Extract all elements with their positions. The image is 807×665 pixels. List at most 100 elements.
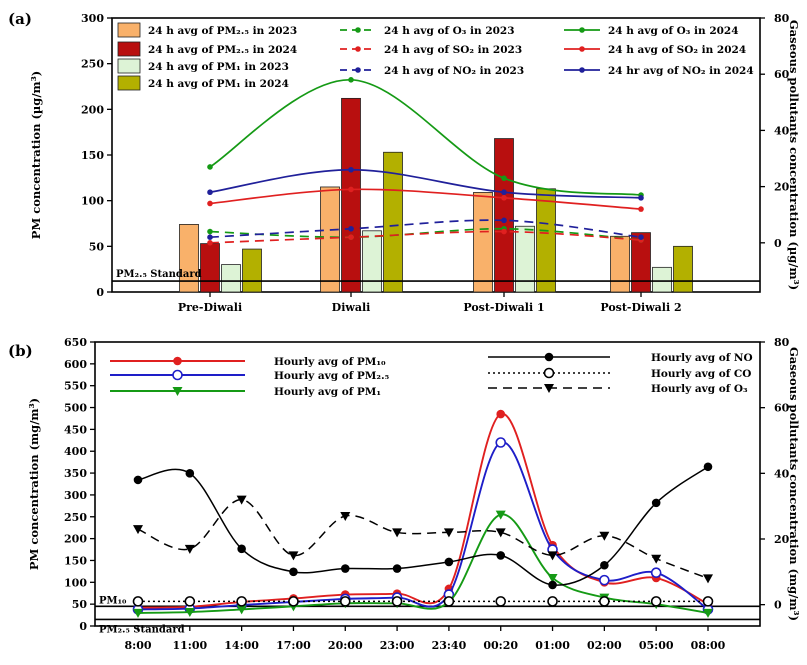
- series-point: [133, 475, 143, 485]
- legend-swatch: [117, 41, 141, 57]
- x-tick-label-b: 23:40: [432, 639, 467, 652]
- x-tick-label-a: Diwali: [332, 301, 371, 314]
- series-line: [209, 227, 642, 241]
- series-point: [651, 498, 661, 508]
- panel-label-b: (b): [8, 342, 33, 360]
- series-point: [548, 580, 557, 590]
- series-point: [495, 437, 507, 448]
- series-point: [547, 573, 558, 583]
- series-point: [348, 166, 354, 173]
- series-line: [137, 441, 709, 611]
- legend-label: 24 h avg of PM₂.₅ in 2023: [148, 25, 297, 37]
- plot-frame-b: [94, 341, 761, 627]
- x-tick-label-b: 8:00: [124, 639, 151, 652]
- bar: [494, 138, 514, 293]
- y-tick-label-b: 300: [64, 489, 87, 502]
- x-tick-label-b: 11:00: [172, 639, 207, 652]
- bar: [652, 266, 672, 293]
- y-tick-label-a: 100: [81, 195, 104, 208]
- series-point: [236, 495, 247, 505]
- series-point: [391, 596, 403, 607]
- y-axis-label-a: PM concentration (µg/m³): [29, 71, 43, 239]
- y-tick-label-a: 200: [81, 103, 104, 116]
- series-point: [339, 596, 351, 607]
- series-point: [288, 596, 299, 607]
- series-point: [207, 234, 213, 240]
- series-point: [496, 551, 506, 560]
- y2-tick-label-a: 20: [774, 181, 790, 194]
- x-tick-label-b: 23:00: [380, 639, 415, 652]
- legend-label: 24 h avg of NO₂ in 2023: [384, 65, 524, 77]
- y-tick-label-a: 0: [96, 286, 104, 299]
- series-point: [392, 564, 402, 573]
- y-tick-label-b: 50: [72, 598, 88, 611]
- series-point: [650, 596, 662, 607]
- series-point: [288, 551, 299, 561]
- series-point: [132, 596, 144, 607]
- series-point: [207, 228, 213, 235]
- series-point: [237, 544, 246, 554]
- panel-b: 0501001502002503003504004505005506006500…: [8, 336, 801, 652]
- legend-label: Hourly avg of PM₂.₅: [274, 370, 390, 382]
- series-point: [495, 528, 506, 538]
- series-point: [236, 596, 247, 607]
- series-point: [133, 608, 143, 618]
- series-point: [501, 189, 507, 196]
- legend-marker: [173, 356, 182, 366]
- x-tick-label-b: 14:00: [224, 639, 259, 652]
- legend-label: Hourly avg of CO: [651, 368, 751, 380]
- y2-tick-label-a: 60: [774, 68, 790, 81]
- series-point: [501, 217, 507, 224]
- series-point: [348, 225, 354, 232]
- series-point: [184, 596, 196, 607]
- series-point: [340, 512, 351, 522]
- series-point: [348, 234, 354, 240]
- y-tick-label-a: 150: [81, 149, 104, 162]
- panel-label-a: (a): [8, 10, 32, 28]
- y2-tick-label-a: 80: [774, 12, 790, 25]
- series-point: [443, 596, 455, 607]
- legend-label: 24 hr avg of NO₂ in 2024: [608, 65, 754, 77]
- series-point: [638, 206, 644, 212]
- series-point: [207, 164, 213, 170]
- series-line: [209, 78, 642, 196]
- y-tick-label-a: 50: [89, 240, 105, 253]
- series-point: [650, 567, 662, 578]
- y-axis-label-b: PM concentration (mg/m³): [27, 398, 41, 570]
- y2-tick-label-a: 0: [774, 237, 782, 250]
- legend-marker: [579, 46, 585, 52]
- bar: [200, 243, 220, 293]
- series-point: [638, 195, 644, 201]
- series-point: [207, 200, 213, 207]
- legend-marker: [579, 27, 585, 33]
- y-tick-label-b: 150: [64, 554, 87, 567]
- legend-marker: [355, 27, 361, 33]
- series-point: [600, 560, 609, 570]
- y-tick-label-a: 250: [81, 58, 104, 71]
- y-tick-label-b: 600: [64, 358, 87, 371]
- series-point: [501, 175, 507, 181]
- series-point: [599, 596, 610, 607]
- series-point: [496, 409, 506, 419]
- pm10-standard-label: PM₁₀: [99, 595, 127, 606]
- series-line: [209, 230, 642, 244]
- legend-swatch: [117, 22, 141, 38]
- legend-label: 24 h avg of SO₂ in 2024: [608, 44, 746, 56]
- series-point: [207, 189, 213, 196]
- series-point: [348, 186, 354, 193]
- bar: [631, 232, 651, 293]
- legend-label: Hourly avg of PM₁: [274, 386, 381, 398]
- bar: [536, 188, 556, 293]
- legend-label: Hourly avg of PM₁₀: [274, 356, 386, 368]
- legend-label: 24 h avg of O₃ in 2024: [608, 25, 739, 37]
- legend-marker: [544, 384, 554, 393]
- bar: [473, 192, 493, 293]
- y-tick-label-b: 550: [64, 380, 87, 393]
- series-point: [501, 195, 507, 201]
- legend-swatch: [117, 75, 141, 91]
- series-point: [184, 608, 195, 618]
- y-tick-label-a: 300: [81, 12, 104, 25]
- series-point: [703, 608, 713, 618]
- pm25-standard-label-a: PM₂.₅ Standard: [116, 269, 202, 280]
- series-point: [599, 574, 610, 586]
